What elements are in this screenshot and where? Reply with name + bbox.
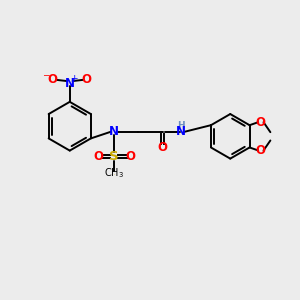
Text: S: S [114,174,115,175]
Text: O: O [256,144,266,157]
Text: N: N [109,125,119,138]
Text: H: H [177,121,185,130]
Text: O: O [158,141,168,154]
Text: CH$_3$: CH$_3$ [104,167,124,180]
Text: +: + [70,74,78,82]
Text: N: N [65,77,75,90]
Text: N: N [176,125,186,138]
Text: O: O [93,150,103,163]
Text: O: O [125,150,135,163]
Text: −: − [42,70,50,79]
Text: O: O [82,74,92,86]
Text: S: S [109,150,119,163]
Text: O: O [256,116,266,129]
Text: O: O [48,74,58,86]
